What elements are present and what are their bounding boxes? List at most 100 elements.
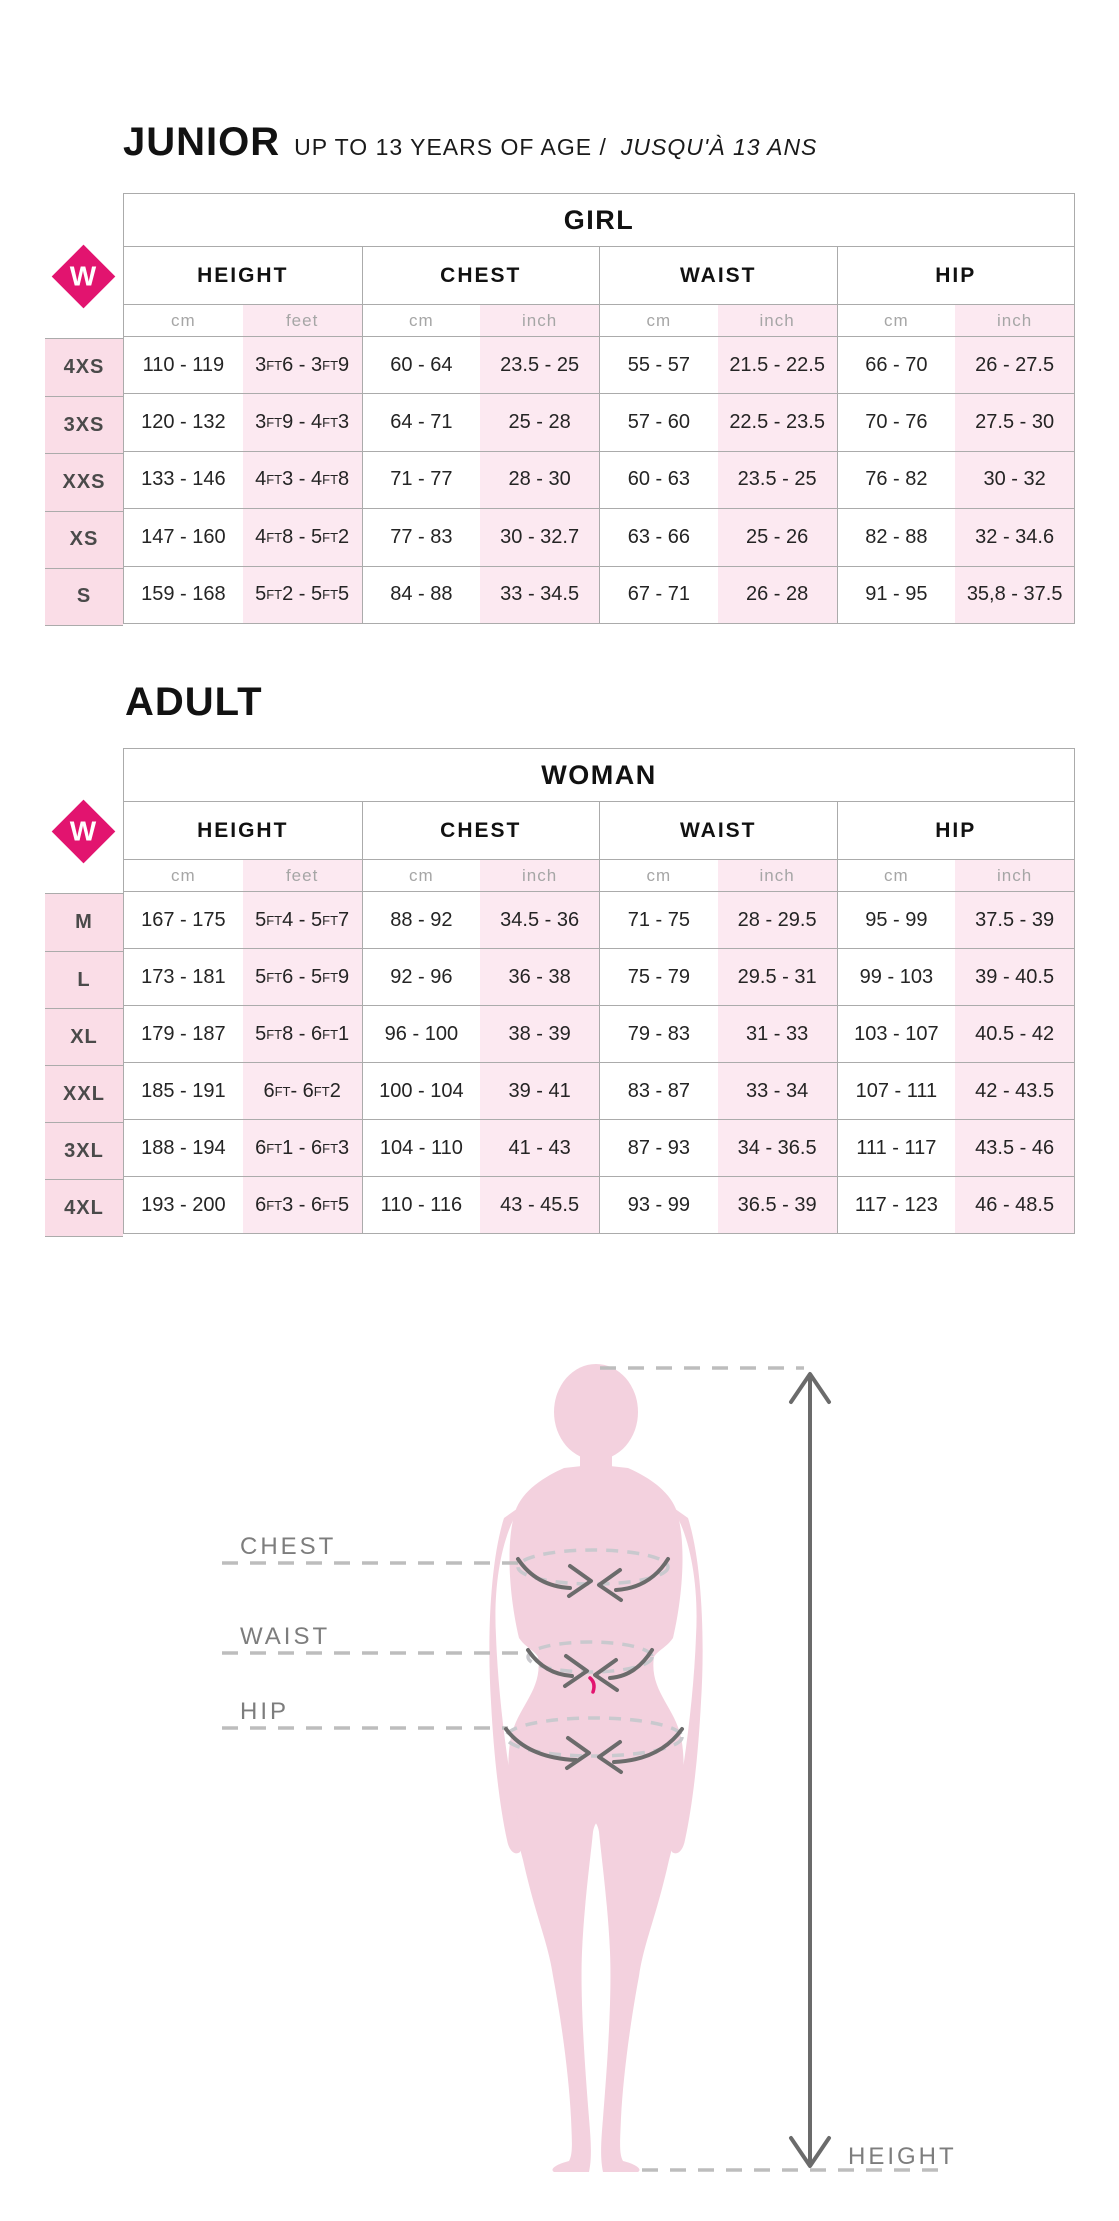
table-cell: 104 - 110	[361, 1119, 481, 1176]
table-cell: 28 - 29.5	[717, 891, 837, 948]
table-cell: 25 - 26	[717, 508, 837, 566]
table-cell: 4 FT 8 - 5 FT 2	[242, 508, 362, 566]
brand-diamond-logo: W	[51, 799, 116, 864]
table-cell: 159 - 168	[124, 565, 243, 623]
table-cell: 30 - 32	[955, 450, 1074, 509]
table-cell: 57 - 60	[599, 393, 718, 451]
table-cell: 25 - 28	[480, 393, 599, 451]
table-cell: 82 - 88	[836, 508, 956, 566]
unit-header: feet	[242, 304, 362, 336]
size-label: 3XL	[45, 1122, 123, 1179]
table-cell: 193 - 200	[124, 1176, 243, 1233]
hip-ellipse	[504, 1716, 684, 1758]
adult-section-title: ADULT	[125, 680, 263, 725]
table-cell: 46 - 48.5	[955, 1176, 1074, 1233]
unit-header: cm	[836, 304, 956, 336]
table-cell: 26 - 27.5	[955, 336, 1074, 394]
table-cell: 83 - 87	[599, 1062, 718, 1119]
unit-header: cm	[124, 304, 243, 336]
height-arrow	[789, 1372, 831, 2168]
table-cell: 96 - 100	[361, 1005, 481, 1062]
table-cell: 117 - 123	[836, 1176, 956, 1233]
table-cell: 29.5 - 31	[717, 948, 837, 1005]
table-cell: 111 - 117	[836, 1119, 956, 1176]
table-cell: 5 FT 6 - 5 FT 9	[242, 948, 362, 1005]
table-cell: 38 - 39	[480, 1005, 599, 1062]
table-cell: 3 FT 6 - 3 FT 9	[242, 336, 362, 394]
table-cell: 41 - 43	[480, 1119, 599, 1176]
unit-header: inch	[717, 859, 837, 891]
table-cell: 34.5 - 36	[480, 891, 599, 948]
table-cell: 35,8 - 37.5	[955, 565, 1074, 623]
size-label: M	[75, 911, 93, 933]
table-cell: 84 - 88	[361, 565, 481, 623]
table-cell: 76 - 82	[836, 450, 956, 509]
table-cell: 43.5 - 46	[955, 1119, 1074, 1176]
column-header-hip: HIP	[836, 246, 1074, 304]
waist-ellipse	[526, 1640, 654, 1674]
table-cell: 55 - 57	[599, 336, 718, 394]
table-cell: 23.5 - 25	[480, 336, 599, 394]
brand-letter: W	[70, 260, 97, 292]
table-cell: 23.5 - 25	[717, 450, 837, 509]
table-cell: 43 - 45.5	[480, 1176, 599, 1233]
woman-table-header: WOMAN	[541, 759, 657, 790]
table-cell: 28 - 30	[480, 450, 599, 509]
unit-header: cm	[836, 859, 956, 891]
junior-subtitle-fr: JUSQU'À 13 ANS	[620, 134, 818, 160]
size-label: 4XS	[63, 356, 105, 379]
table-cell: 33 - 34	[717, 1062, 837, 1119]
waist-label: WAIST	[240, 1623, 330, 1650]
table-cell: 5 FT 4 - 5 FT 7	[242, 891, 362, 948]
column-header-hip: HIP	[836, 801, 1074, 859]
table-cell: 30 - 32.7	[480, 508, 599, 566]
unit-header: inch	[955, 859, 1074, 891]
table-cell: 188 - 194	[124, 1119, 243, 1176]
table-cell: 103 - 107	[836, 1005, 956, 1062]
table-cell: 5 FT 2 - 5 FT 5	[242, 565, 362, 623]
table-cell: 179 - 187	[124, 1005, 243, 1062]
table-cell: 27.5 - 30	[955, 393, 1074, 451]
table-cell: 39 - 40.5	[955, 948, 1074, 1005]
table-cell: 70 - 76	[836, 393, 956, 451]
junior-girl-table: GIRL HEIGHT CHEST WAIST HIP cm feet cm i…	[123, 193, 1075, 624]
table-cell: 22.5 - 23.5	[717, 393, 837, 451]
size-label: XXS	[45, 453, 123, 510]
table-cell: 63 - 66	[599, 508, 718, 566]
size-label: L	[45, 951, 123, 1008]
unit-header: cm	[361, 304, 481, 336]
unit-header: cm	[361, 859, 481, 891]
chest-ellipse	[516, 1548, 670, 1586]
adult-title-text: ADULT	[125, 680, 263, 724]
table-cell: 6 FT 3 - 6 FT 5	[242, 1176, 362, 1233]
junior-subtitle-en: UP TO 13 YEARS OF AGE /	[294, 134, 607, 160]
junior-size-column: 4XS 3XS XXS XS S	[45, 338, 123, 626]
table-cell: 71 - 77	[361, 450, 481, 509]
table-cell: 91 - 95	[836, 565, 956, 623]
table-cell: 34 - 36.5	[717, 1119, 837, 1176]
column-header-waist: WAIST	[599, 246, 837, 304]
label-leader-lines	[222, 1366, 942, 2172]
table-cell: 21.5 - 22.5	[717, 336, 837, 394]
table-cell: 147 - 160	[124, 508, 243, 565]
table-cell: 26 - 28	[717, 565, 837, 623]
table-cell: 31 - 33	[717, 1005, 837, 1062]
unit-header: feet	[242, 859, 362, 891]
table-cell: 110 - 119	[124, 336, 243, 393]
table-cell: 60 - 63	[599, 450, 718, 509]
table-cell: 67 - 71	[599, 565, 718, 623]
table-cell: 6 FT 1 - 6 FT 3	[242, 1119, 362, 1176]
table-cell: 133 - 146	[124, 450, 243, 508]
table-cell: 95 - 99	[836, 891, 956, 948]
unit-header: inch	[955, 304, 1074, 336]
size-label: 3XS	[45, 396, 123, 453]
table-cell: 60 - 64	[361, 336, 481, 394]
table-cell: 77 - 83	[361, 508, 481, 566]
column-header-height: HEIGHT	[124, 246, 362, 304]
table-cell: 92 - 96	[361, 948, 481, 1005]
table-cell: 120 - 132	[124, 393, 243, 450]
column-header-waist: WAIST	[599, 801, 837, 859]
unit-header: cm	[599, 859, 718, 891]
size-label: XS	[45, 510, 123, 568]
